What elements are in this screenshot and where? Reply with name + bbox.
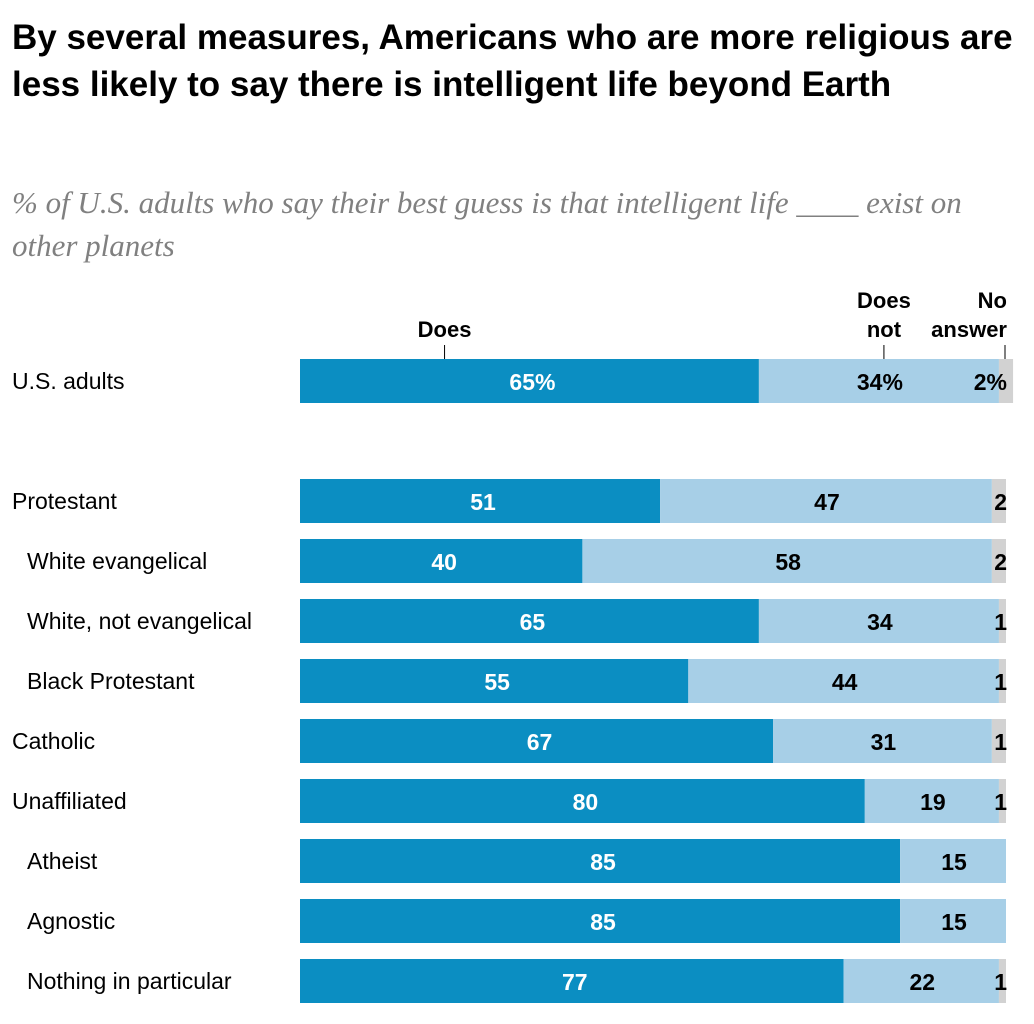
bar-segment-does-not (773, 719, 992, 763)
value-label-does: 40 (431, 549, 457, 575)
legend-label-no-answer: No (978, 288, 1007, 313)
legend-label-does-not: Does (857, 288, 911, 313)
value-label-no-answer: 1 (994, 969, 1007, 995)
value-label-no-answer: 2 (994, 489, 1007, 515)
chart-subtitle: % of U.S. adults who say their best gues… (12, 185, 962, 263)
value-label-does-not: 22 (909, 969, 935, 995)
value-label-does-not: 15 (941, 849, 967, 875)
category-label: Nothing in particular (27, 968, 232, 994)
value-label-does: 55 (484, 669, 510, 695)
category-label: White, not evangelical (27, 608, 252, 634)
category-label: Protestant (12, 488, 117, 514)
bar-segment-no-answer (998, 599, 1006, 643)
bar-segment-does (300, 779, 865, 823)
category-label: Black Protestant (27, 668, 195, 694)
bar-segment-no-answer (998, 779, 1006, 823)
category-label: White evangelical (27, 548, 207, 574)
legend-label-does-not: not (867, 317, 902, 342)
bar-segment-no-answer (991, 539, 1006, 583)
value-label-does-not: 15 (941, 909, 967, 935)
value-label-no-answer: 1 (994, 729, 1007, 755)
value-label-does-not: 34 (867, 609, 893, 635)
value-label-does: 85 (590, 849, 616, 875)
value-label-no-answer: 2 (994, 549, 1007, 575)
bar-segment-no-answer (998, 659, 1006, 703)
bar-segment-does (300, 539, 583, 583)
bar-segment-does-not (758, 359, 999, 403)
bar-segment-does (300, 899, 901, 943)
bar-segment-does-not (758, 599, 999, 643)
bar-segment-does (300, 599, 759, 643)
bar-segment-does (300, 839, 901, 883)
value-label-no-answer: 1 (994, 609, 1007, 635)
bar-segment-does-not (688, 659, 999, 703)
value-label-no-answer: 1 (994, 789, 1007, 815)
category-label: Atheist (27, 848, 98, 874)
bar-segment-does-not (582, 539, 992, 583)
bar-segment-no-answer (991, 719, 1006, 763)
value-label-does: 80 (573, 789, 599, 815)
bar-segment-does-not (843, 959, 999, 1003)
value-label-does: 85 (590, 909, 616, 935)
bar-segment-does (300, 659, 689, 703)
value-label-does: 65 (520, 609, 546, 635)
bar-segment-does-not (900, 899, 1006, 943)
value-label-does-not: 31 (871, 729, 897, 755)
bar-segment-does (300, 959, 844, 1003)
value-label-does-not: 19 (920, 789, 946, 815)
chart-title: By several measures, Americans who are m… (12, 18, 1013, 104)
legend-label-does: Does (418, 317, 472, 342)
value-label-does-not: 34% (857, 369, 903, 395)
bar-segment-does-not (900, 839, 1006, 883)
bar-segment-does (300, 479, 661, 523)
bar-segment-no-answer (998, 359, 1014, 403)
bar-segment-no-answer (991, 479, 1006, 523)
category-label: Unaffiliated (12, 788, 127, 814)
bar-segment-no-answer (998, 959, 1006, 1003)
category-label: U.S. adults (12, 368, 125, 394)
value-label-no-answer: 2% (974, 369, 1007, 395)
category-label: Agnostic (27, 908, 115, 934)
value-label-does: 51 (470, 489, 496, 515)
value-label-does: 77 (562, 969, 588, 995)
category-label: Catholic (12, 728, 95, 754)
bar-segment-does-not (660, 479, 992, 523)
value-label-does: 65% (509, 369, 555, 395)
bar-segment-does (300, 719, 774, 763)
value-label-does-not: 44 (832, 669, 858, 695)
legend-label-no-answer: answer (931, 317, 1007, 342)
value-label-no-answer: 1 (994, 669, 1007, 695)
value-label-does-not: 47 (814, 489, 840, 515)
bar-segment-does-not (864, 779, 999, 823)
value-label-does-not: 58 (775, 549, 801, 575)
value-label-does: 67 (527, 729, 553, 755)
bar-segment-does (300, 359, 759, 403)
